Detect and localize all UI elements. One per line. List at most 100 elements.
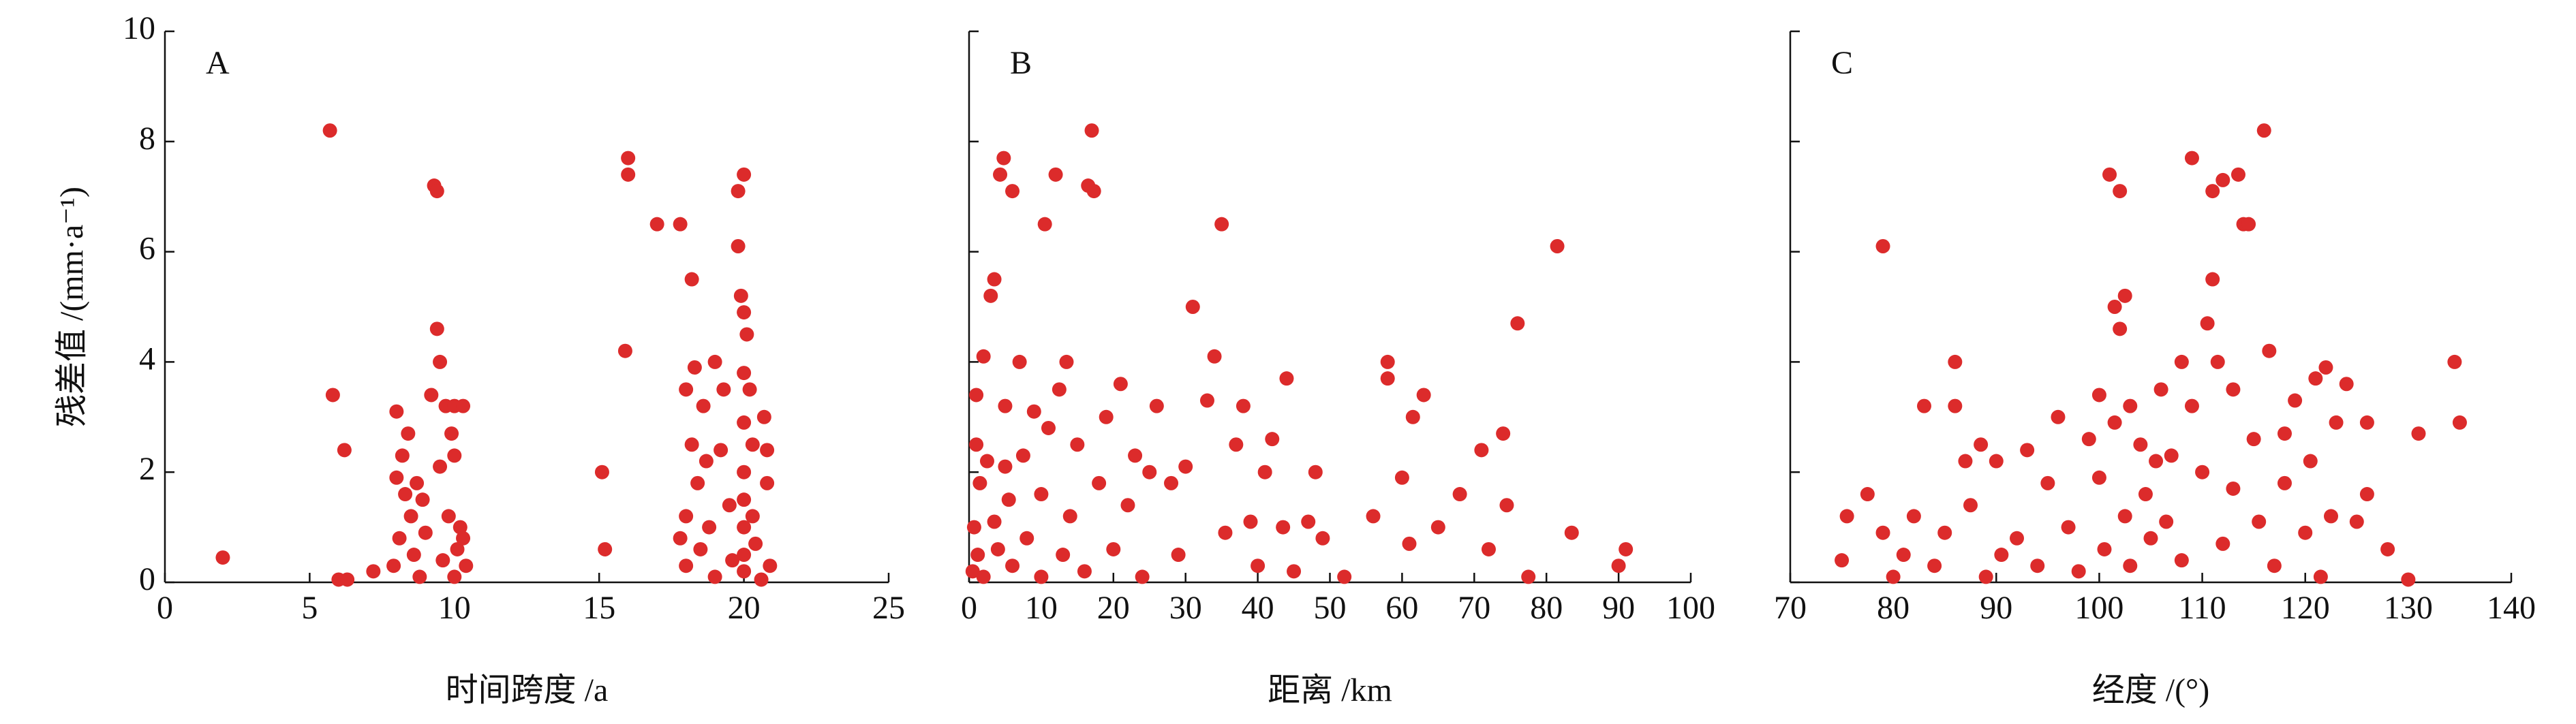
- point: [1916, 398, 1931, 413]
- point: [679, 558, 694, 573]
- point: [1474, 443, 1489, 458]
- point: [2324, 509, 2338, 524]
- point: [1185, 300, 1200, 314]
- point: [1142, 465, 1157, 479]
- point: [2184, 151, 2199, 166]
- point: [998, 398, 1013, 413]
- point: [737, 305, 752, 320]
- x-tick-label: 0: [157, 590, 173, 626]
- point: [1199, 393, 1214, 408]
- panel-label: C: [1831, 45, 1853, 81]
- point: [693, 541, 708, 556]
- point: [1059, 354, 1074, 369]
- point: [2091, 388, 2106, 403]
- point: [1041, 420, 1056, 435]
- point: [673, 531, 688, 546]
- point: [987, 514, 1002, 529]
- point: [403, 509, 418, 524]
- point: [745, 437, 760, 452]
- point: [2051, 409, 2066, 424]
- point: [450, 541, 465, 556]
- point: [337, 443, 352, 458]
- point: [1875, 525, 1890, 540]
- point: [1012, 354, 1027, 369]
- point: [976, 349, 991, 364]
- point: [1092, 475, 1107, 490]
- x-tick-label: 20: [728, 590, 761, 626]
- x-tick-label: 100: [2074, 590, 2123, 626]
- point: [1077, 564, 1092, 579]
- point: [2288, 393, 2303, 408]
- point: [621, 151, 636, 166]
- point: [1265, 432, 1280, 447]
- point: [1218, 525, 1233, 540]
- point: [1062, 509, 1077, 524]
- point: [456, 398, 471, 413]
- x-tick-label: 70: [1458, 590, 1490, 626]
- point: [1070, 437, 1085, 452]
- point: [2277, 475, 2292, 490]
- point: [2081, 432, 2096, 447]
- point: [594, 465, 609, 479]
- point: [215, 550, 230, 565]
- point: [1052, 382, 1067, 397]
- point: [1521, 569, 1536, 584]
- point: [325, 388, 340, 403]
- x-tick-label: 40: [1242, 590, 1274, 626]
- point: [2117, 509, 2132, 524]
- point: [2210, 354, 2225, 369]
- x-tick-label: 100: [1666, 590, 1715, 626]
- x-tick-label: 90: [1980, 590, 2012, 626]
- y-axis-label: 残差值 /(mm·a⁻¹): [54, 187, 90, 427]
- point: [1056, 548, 1071, 563]
- point: [684, 272, 699, 287]
- point: [1366, 509, 1381, 524]
- point: [990, 541, 1005, 556]
- point: [737, 548, 752, 563]
- point: [1037, 217, 1052, 232]
- point: [395, 448, 410, 463]
- point: [2107, 415, 2122, 430]
- point: [1958, 454, 1973, 469]
- point: [1308, 465, 1323, 479]
- point: [1948, 354, 1963, 369]
- point: [2149, 454, 2164, 469]
- point: [1927, 558, 1942, 573]
- point: [1276, 520, 1291, 535]
- point: [972, 475, 987, 490]
- point: [418, 525, 433, 540]
- point: [996, 151, 1011, 166]
- point: [389, 470, 404, 485]
- point: [756, 409, 771, 424]
- point: [745, 509, 760, 524]
- point: [1886, 569, 1901, 584]
- x-tick-label: 130: [2384, 590, 2433, 626]
- point: [459, 558, 474, 573]
- x-tick-label: 70: [1774, 590, 1807, 626]
- point: [2107, 300, 2122, 314]
- point: [2143, 531, 2158, 546]
- x-tick-label: 10: [1025, 590, 1058, 626]
- point: [1026, 404, 1041, 419]
- point: [970, 548, 985, 563]
- point: [2380, 541, 2395, 556]
- point: [983, 288, 998, 303]
- point: [1510, 316, 1525, 331]
- point: [998, 459, 1013, 474]
- point: [2030, 558, 2045, 573]
- point: [2123, 398, 2138, 413]
- point: [2359, 487, 2374, 502]
- point: [714, 443, 729, 458]
- x-axis-label: 时间跨度 /a: [446, 672, 609, 708]
- point: [969, 388, 984, 403]
- point: [2277, 426, 2292, 441]
- point: [969, 437, 984, 452]
- point: [2010, 531, 2025, 546]
- x-tick-label: 60: [1385, 590, 1418, 626]
- point: [679, 509, 694, 524]
- point: [322, 123, 337, 138]
- point: [2303, 454, 2318, 469]
- x-tick-label: 10: [438, 590, 471, 626]
- point: [386, 558, 401, 573]
- point: [2159, 514, 2174, 529]
